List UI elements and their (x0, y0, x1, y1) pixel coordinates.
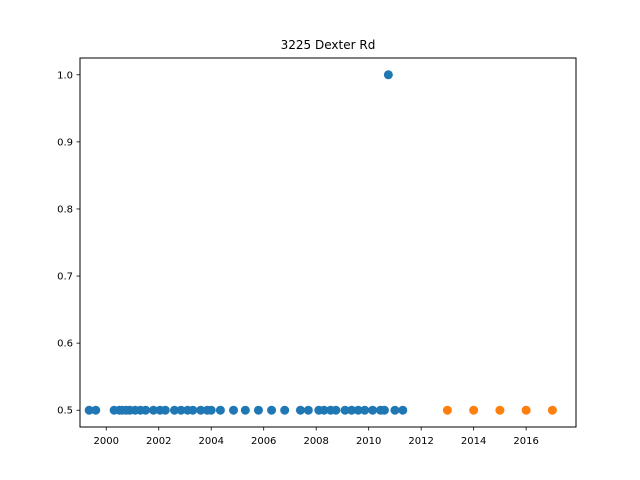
data-point (547, 405, 557, 415)
data-point (347, 405, 357, 415)
data-point (469, 405, 479, 415)
x-tick-label: 2014 (461, 436, 486, 447)
data-point (176, 405, 186, 415)
y-tick-label: 0.5 (57, 406, 73, 417)
data-point (295, 405, 305, 415)
y-tick-label: 0.8 (57, 204, 73, 215)
data-point (196, 405, 206, 415)
y-tick-label: 1.0 (57, 70, 73, 81)
data-point (206, 405, 216, 415)
data-point (253, 405, 263, 415)
data-point (84, 405, 94, 415)
x-tick-label: 2012 (408, 436, 433, 447)
y-tick-label: 0.9 (57, 137, 73, 148)
data-point (215, 405, 225, 415)
data-point (340, 405, 350, 415)
chart-title: 3225 Dexter Rd (281, 38, 376, 52)
data-point (240, 405, 250, 415)
data-point (148, 405, 158, 415)
points-layer (84, 70, 557, 415)
x-tick-label: 2006 (251, 436, 276, 447)
y-axis: 0.5 0.6 0.7 0.8 0.9 1.0 (57, 70, 80, 417)
data-point (160, 405, 170, 415)
data-point (169, 405, 179, 415)
x-axis: 2000 2002 2004 2006 2008 2010 2012 2014 2016 (94, 427, 539, 447)
data-point (303, 405, 313, 415)
data-point (91, 405, 101, 415)
plot-frame (79, 57, 577, 428)
data-point (495, 405, 505, 415)
x-tick-label: 2008 (303, 436, 328, 447)
data-point (390, 405, 400, 415)
x-tick-label: 2000 (94, 436, 119, 447)
data-point (319, 405, 329, 415)
y-tick-label: 0.6 (57, 339, 73, 350)
data-point (353, 405, 363, 415)
x-tick-label: 2004 (198, 436, 223, 447)
data-point (360, 405, 370, 415)
y-tick-label: 0.7 (57, 272, 73, 283)
data-point (442, 405, 452, 415)
data-point (383, 70, 393, 80)
data-point (141, 405, 151, 415)
data-point (379, 405, 389, 415)
x-tick-label: 2010 (356, 436, 381, 447)
data-point (368, 405, 378, 415)
data-point (521, 405, 531, 415)
data-point (229, 405, 239, 415)
data-point (398, 405, 408, 415)
data-point (188, 405, 198, 415)
data-point (331, 405, 341, 415)
data-point (280, 405, 290, 415)
x-tick-label: 2016 (513, 436, 538, 447)
data-point (267, 405, 277, 415)
x-tick-label: 2002 (146, 436, 171, 447)
